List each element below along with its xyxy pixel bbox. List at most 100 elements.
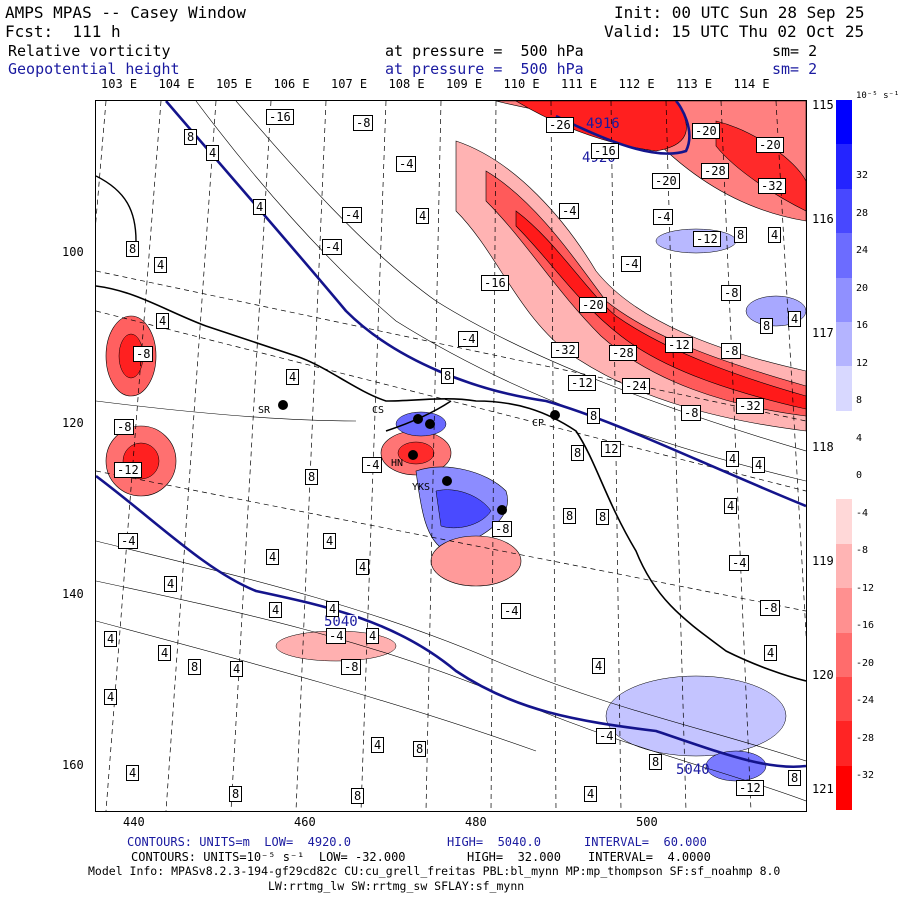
contour-value-label: 4 <box>269 602 283 618</box>
contour-value-label: 4 <box>154 257 168 273</box>
contour-value-label: -4 <box>342 207 363 223</box>
y-tick-label: 140 <box>62 587 84 601</box>
lon-label-top: 105 E <box>216 77 253 91</box>
contour-value-label: 8 <box>441 368 455 384</box>
contour-value-label: -4 <box>596 728 617 744</box>
contour-value-label: -8 <box>133 346 154 362</box>
contour-value-label: -8 <box>721 285 742 301</box>
height-label-5040-right: 5040 <box>676 762 710 778</box>
contour-value-label: 8 <box>126 241 140 257</box>
contour-value-label: -4 <box>322 239 343 255</box>
contour-value-label: -20 <box>579 297 607 313</box>
contour-value-label: 4 <box>371 737 385 753</box>
colorbar <box>836 100 852 810</box>
colorbar-label: -28 <box>856 732 875 744</box>
contour-value-label: -20 <box>692 123 720 139</box>
contour-value-label: -4 <box>501 603 522 619</box>
contour-value-label: 4 <box>266 549 280 565</box>
contour-value-label: 8 <box>596 509 610 525</box>
contour-value-label: 4 <box>156 313 170 329</box>
height-contours <box>96 101 806 769</box>
height-contour-info: CONTOURS: UNITS=m LOW= 4920.0 <box>127 835 351 849</box>
height-label-4916: 4916 <box>586 116 620 132</box>
colorbar-band <box>836 632 852 677</box>
contour-value-label: 8 <box>760 318 774 334</box>
contour-value-label: 4 <box>104 689 118 705</box>
contour-value-label: 4 <box>724 498 738 514</box>
contour-value-label: -12 <box>693 231 721 247</box>
lon-label-top: 114 E <box>733 77 770 91</box>
contour-value-label: -16 <box>591 143 619 159</box>
colorbar-label: -4 <box>856 507 869 519</box>
y-tick-label: 120 <box>62 416 84 430</box>
contour-value-label: 4 <box>764 645 778 661</box>
contour-value-label: -16 <box>481 275 509 291</box>
contour-value-label: 4 <box>164 576 178 592</box>
contour-value-label: -12 <box>736 780 764 796</box>
contour-value-label: -12 <box>114 462 142 478</box>
contour-value-label: -32 <box>551 342 579 358</box>
lon-label-top: 111 E <box>561 77 598 91</box>
contour-value-label: 4 <box>356 559 370 575</box>
station-dot-sr <box>278 400 288 410</box>
contour-value-label: 8 <box>305 469 319 485</box>
station-dot-cs-2 <box>425 419 435 429</box>
contour-value-label: -26 <box>546 117 574 133</box>
lon-label-top: 109 E <box>446 77 483 91</box>
contour-value-label: 4 <box>158 645 172 661</box>
field1-name: Relative vorticity <box>8 42 171 60</box>
colorbar-label: 20 <box>856 282 869 294</box>
contour-value-label: 4 <box>323 533 337 549</box>
colorbar-label: 24 <box>856 245 869 256</box>
colorbar-band <box>836 543 852 589</box>
lon-label-top: 113 E <box>676 77 713 91</box>
contour-value-label: 4 <box>584 786 598 802</box>
station-dot-cs-1 <box>413 414 423 424</box>
contour-value-label: 8 <box>188 659 202 675</box>
contour-value-label: -28 <box>701 163 729 179</box>
contour-value-label: -4 <box>653 209 674 225</box>
colorbar-band <box>836 499 852 544</box>
valid-time: Valid: 15 UTC Thu 02 Oct 25 <box>604 22 865 41</box>
contour-value-label: 8 <box>587 408 601 424</box>
lon-label-top: 112 E <box>618 77 655 91</box>
colorbar-label: -32 <box>856 770 875 781</box>
contour-value-label: -16 <box>266 109 294 125</box>
contour-value-label: -8 <box>114 419 135 435</box>
contour-value-label: 8 <box>571 445 585 461</box>
colorbar-band <box>836 588 852 633</box>
colorbar-label: 16 <box>856 320 869 331</box>
colorbar-band <box>836 410 852 455</box>
contour-value-label: 8 <box>351 788 365 804</box>
colorbar-label: -24 <box>856 695 875 706</box>
contour-value-label: -8 <box>353 115 374 131</box>
contour-value-label: 4 <box>752 457 766 473</box>
field2-smoothing: sm= 2 <box>772 60 818 78</box>
contour-value-label: 4 <box>768 227 782 243</box>
lon-label-top: 110 E <box>503 77 540 91</box>
vorticity-map <box>96 101 806 811</box>
station-markers <box>278 400 560 515</box>
contour-value-label: -4 <box>559 203 580 219</box>
contour-value-label: 4 <box>230 661 244 677</box>
field2-name: Geopotential height <box>8 60 180 78</box>
contour-value-label: -12 <box>568 375 596 391</box>
field1-level: at pressure = 500 hPa <box>385 42 584 60</box>
colorbar-label: 32 <box>856 170 869 181</box>
field1-smoothing: sm= 2 <box>772 42 818 60</box>
colorbar-label: 28 <box>856 207 869 219</box>
height-contour-high: HIGH= 5040.0 <box>447 835 541 849</box>
height-label-5040-left: 5040 <box>324 614 358 630</box>
colorbar-band <box>836 765 852 810</box>
contour-value-label: -20 <box>652 173 680 189</box>
colorbar-label: -16 <box>856 620 875 631</box>
map-panel[interactable]: SR CS HN YKS CP 4916 4920 5040 5040 8-16… <box>95 100 807 812</box>
colorbar-band <box>836 676 852 722</box>
station-label-hn: HN <box>391 458 404 469</box>
lon-label-top: 107 E <box>331 77 368 91</box>
station-dot-hn <box>408 450 418 460</box>
colorbar-unit: 10⁻⁵ s⁻¹ <box>856 91 900 101</box>
contour-value-label: 4 <box>416 208 430 224</box>
contour-value-label: 4 <box>104 631 118 647</box>
x-tick-label: 440 <box>123 815 145 829</box>
